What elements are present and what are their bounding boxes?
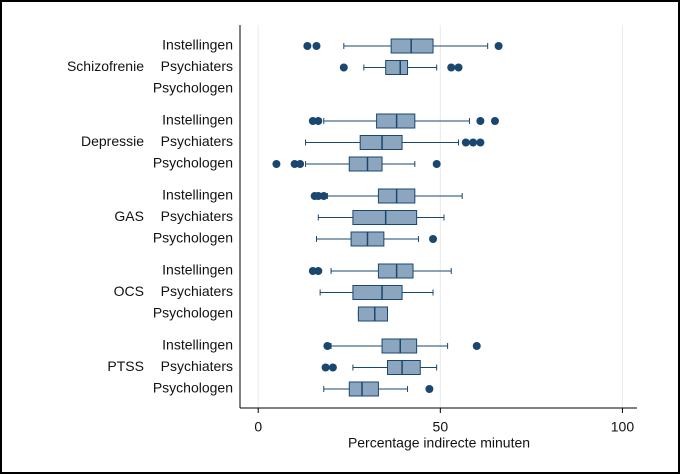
outlier (490, 117, 499, 125)
outlier (328, 363, 337, 372)
group-label: Schizofrenie (67, 58, 144, 74)
row-label: Psychiaters (161, 133, 233, 149)
row-label: Psychiaters (161, 208, 233, 224)
row-label: Instellingen (162, 112, 233, 128)
row-label: Psychologen (153, 305, 233, 321)
row-label: Instellingen (162, 337, 233, 353)
outlier (454, 63, 463, 72)
outlier (432, 160, 441, 168)
box (377, 263, 414, 279)
group-label: PTSS (107, 358, 144, 374)
outlier (476, 117, 485, 125)
outlier (314, 267, 323, 275)
x-axis-label: Percentage indirecte minuten (348, 435, 530, 451)
row-label: Instellingen (162, 37, 233, 53)
outlier (447, 63, 456, 72)
outlier (461, 138, 470, 147)
row-label: Psychologen (153, 80, 233, 96)
row-label: Psychiaters (161, 58, 233, 74)
outlier (296, 160, 305, 168)
box (385, 60, 409, 75)
box (352, 285, 403, 300)
outlier (303, 42, 312, 50)
box (352, 210, 418, 225)
outlier (425, 385, 434, 393)
group-label: GAS (114, 208, 144, 224)
row-label: Psychiaters (161, 283, 233, 299)
group-label: Depressie (81, 133, 144, 149)
outlier (469, 138, 478, 147)
outlier (476, 138, 485, 147)
box (390, 38, 434, 54)
box (348, 156, 383, 172)
outlier (494, 42, 503, 50)
row-label: Psychologen (153, 380, 233, 396)
outlier (472, 342, 481, 350)
outlier (339, 63, 348, 72)
outlier (323, 342, 332, 350)
row-label: Instellingen (162, 187, 233, 203)
box (381, 338, 418, 354)
outlier (429, 235, 438, 243)
outlier (314, 117, 323, 125)
row-label: Psychiaters (161, 358, 233, 374)
outlier (312, 42, 321, 50)
box (348, 381, 379, 397)
row-label: Psychologen (153, 155, 233, 171)
outlier (319, 192, 328, 200)
x-tick-label: 100 (611, 419, 635, 435)
box (387, 360, 421, 375)
box (357, 306, 389, 322)
group-label: OCS (114, 283, 144, 299)
outlier (272, 160, 281, 168)
row-label: Instellingen (162, 262, 233, 278)
outlier (321, 363, 330, 372)
box (359, 135, 403, 150)
row-label: Psychologen (153, 230, 233, 246)
x-tick-label: 0 (254, 419, 262, 435)
x-tick-label: 50 (433, 419, 449, 435)
box (376, 113, 416, 129)
